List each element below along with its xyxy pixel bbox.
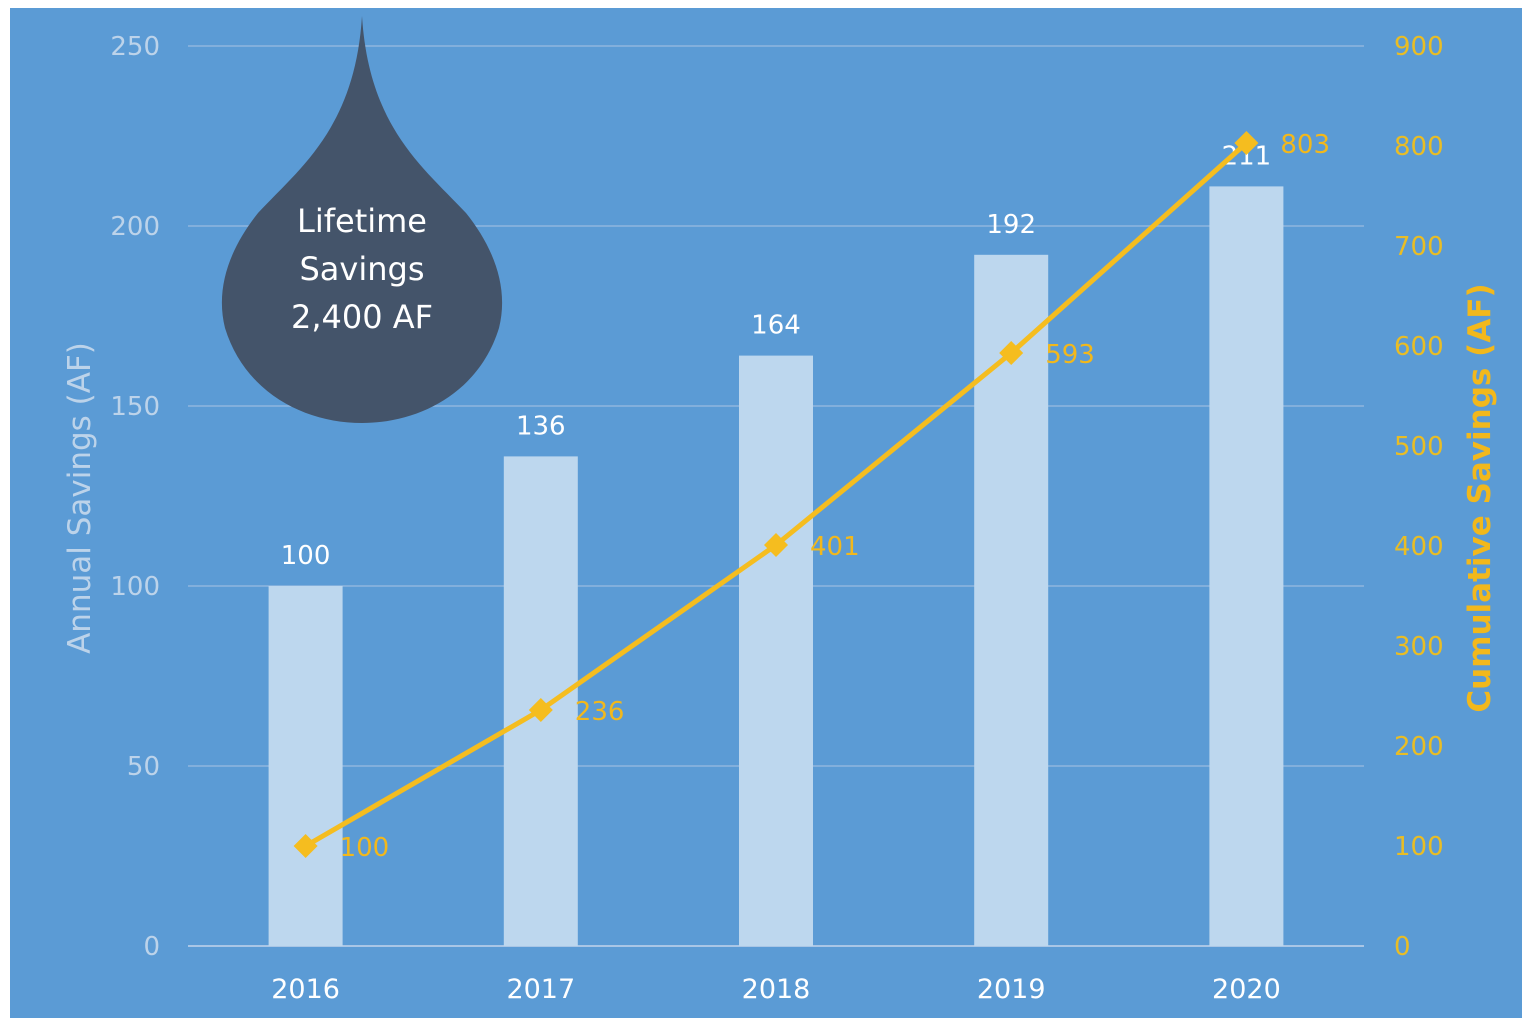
line-point [293, 834, 318, 858]
line-value-label: 593 [1045, 340, 1095, 370]
y-tick-label-left: 250 [110, 32, 160, 62]
line-point [1234, 131, 1259, 155]
x-tick-label: 2017 [506, 974, 575, 1005]
bar-value-label: 136 [516, 411, 566, 441]
line-point [528, 698, 553, 722]
line-value-label: 803 [1280, 130, 1330, 160]
y-axis-title-left: Annual Savings (AF) [62, 342, 98, 654]
cumulative-data-labels: 100 236 401 593 803 [340, 130, 1330, 863]
water-drop-icon [221, 16, 503, 423]
bar [268, 586, 343, 946]
y-tick-label-left: 150 [110, 392, 160, 422]
x-tick-label: 2018 [742, 974, 811, 1005]
line-point [999, 341, 1024, 365]
right-axis-ticks: 0 100 200 300 400 500 600 700 800 900 [1394, 32, 1444, 962]
bar-value-label: 164 [751, 311, 801, 341]
chart-frame: 100 136 164 192 211 Lifetime Savings 2,400 A… [10, 8, 1522, 1018]
y-tick-label-right: 600 [1394, 332, 1444, 362]
y-tick-label-right: 500 [1394, 432, 1444, 462]
y-tick-label-right: 800 [1394, 132, 1444, 162]
y-tick-label-right: 200 [1394, 732, 1444, 762]
bar-value-label: 100 [281, 541, 331, 571]
drop-text-line-3: 2,400 AF [291, 298, 433, 336]
left-axis-ticks: 0 50 100 150 200 250 [110, 32, 160, 962]
x-tick-label: 2016 [271, 974, 340, 1005]
y-tick-label-right: 900 [1394, 32, 1444, 62]
y-tick-label-right: 400 [1394, 532, 1444, 562]
drop-text-line-1: Lifetime [297, 202, 427, 240]
x-tick-label: 2020 [1212, 974, 1281, 1005]
bar-value-label: 192 [986, 210, 1036, 240]
cumulative-line [293, 131, 1259, 858]
y-tick-label-right: 0 [1394, 932, 1411, 962]
y-tick-label-left: 0 [143, 932, 160, 962]
x-axis-ticks: 2016 2017 2018 2019 2020 [271, 974, 1281, 1005]
y-tick-label-right: 100 [1394, 832, 1444, 862]
y-tick-label-right: 300 [1394, 632, 1444, 662]
drop-text-line-2: Savings [299, 250, 424, 288]
line-point [764, 533, 788, 557]
line-value-label: 100 [340, 833, 390, 863]
y-tick-label-right: 700 [1394, 232, 1444, 262]
bar [739, 355, 813, 947]
bar [1209, 186, 1284, 946]
line-value-label: 401 [810, 532, 860, 562]
y-tick-label-left: 100 [110, 572, 160, 602]
y-axis-title-right: Cumulative Savings (AF) [1462, 283, 1498, 712]
y-tick-label-left: 50 [127, 752, 160, 782]
lifetime-savings-drop: Lifetime Savings 2,400 AF [221, 16, 503, 423]
x-tick-label: 2019 [977, 974, 1046, 1005]
y-tick-label-left: 200 [110, 212, 160, 242]
line-value-label: 236 [575, 697, 625, 727]
